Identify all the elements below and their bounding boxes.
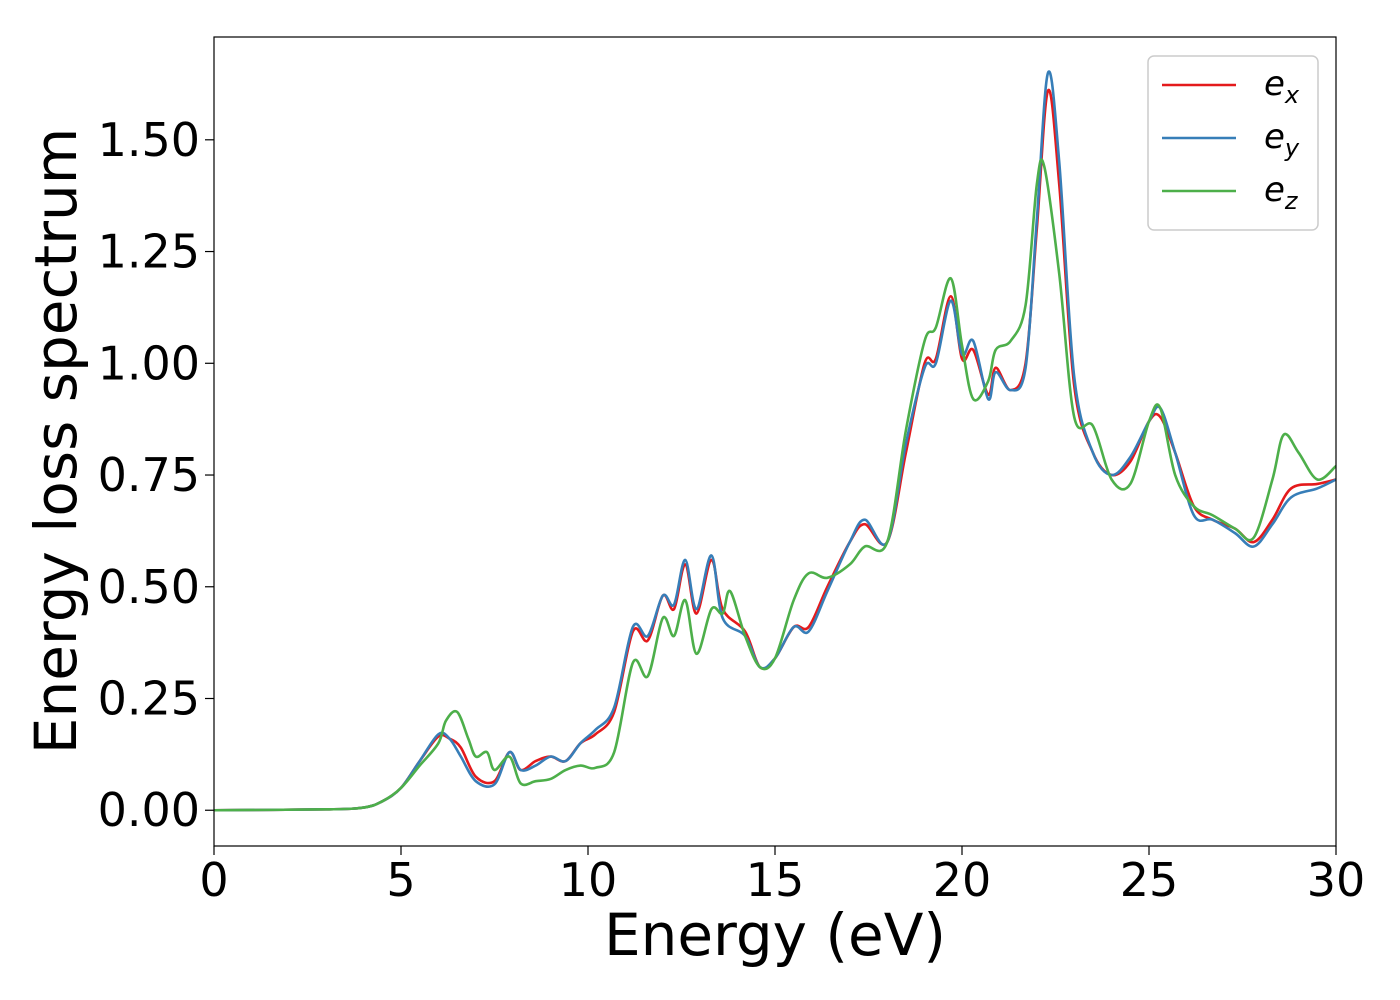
y-tick-label: 1.00 [98,336,200,390]
y-tick-label: 0.00 [98,783,200,837]
y-tick-label: 0.75 [98,448,200,502]
legend: ex ey ez [1147,55,1319,231]
x-tick-label: 0 [199,853,228,907]
y-tick-label: 1.25 [98,225,200,279]
x-axis: 0 5 10 15 20 25 30 [199,846,1365,907]
legend-label-e-x: ex [1264,64,1300,109]
y-tick-label: 0.25 [98,672,200,726]
y-axis: 0.00 0.25 0.50 0.75 1.00 1.25 1.50 [98,113,214,837]
x-tick-label: 15 [746,853,805,907]
x-tick-label: 10 [559,853,618,907]
legend-label-e-y: ey [1264,117,1300,162]
y-tick-label: 1.50 [98,113,200,167]
x-tick-label: 5 [386,853,415,907]
y-axis-title: Energy loss spectrum [22,128,90,754]
x-tick-label: 25 [1120,853,1179,907]
legend-label-e-z: ez [1264,170,1299,215]
x-tick-label: 20 [933,853,992,907]
y-tick-label: 0.50 [98,560,200,614]
x-tick-label: 30 [1307,853,1366,907]
series-line-e-z [214,158,1336,812]
plot-lines [214,70,1336,812]
x-axis-title: Energy (eV) [604,901,946,969]
legend-box [1147,55,1319,231]
